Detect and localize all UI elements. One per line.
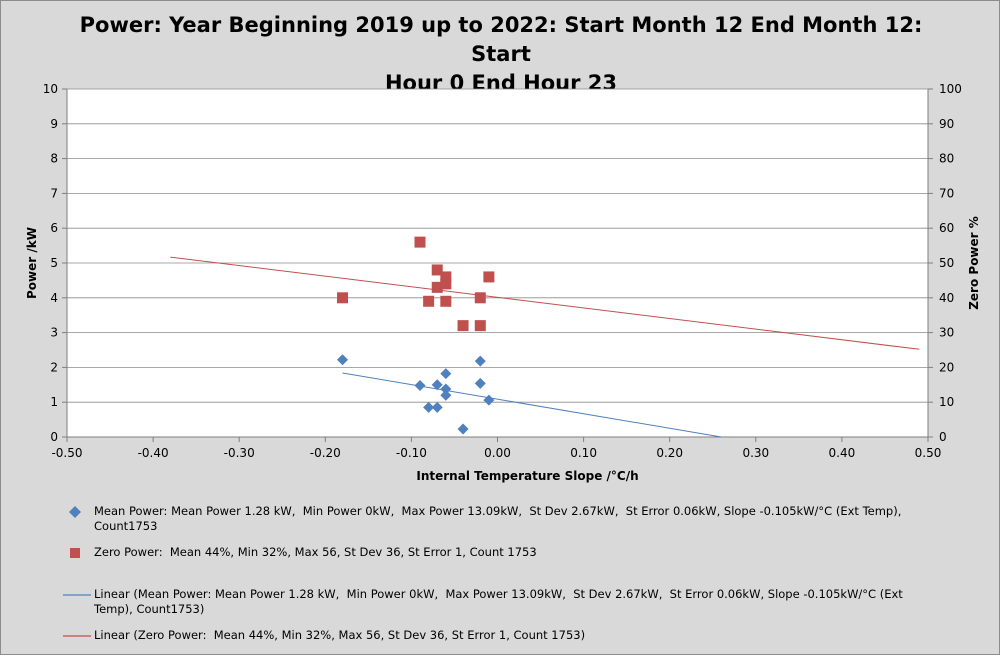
y2-tick-label: 80: [939, 152, 954, 166]
zero-power-point: [440, 271, 452, 283]
chart-title-line-1: Power: Year Beginning 2019 up to 2022: S…: [79, 13, 923, 66]
mean-power-point: [440, 368, 452, 380]
legend-diamond-marker: [69, 506, 81, 518]
y2-tick-label: 90: [939, 117, 954, 131]
y-tick-label: 6: [50, 221, 58, 235]
y-tick-label: 8: [50, 152, 58, 166]
legend-red-line: [63, 635, 91, 637]
zero-power-point: [423, 295, 435, 307]
legend-blue-line: [63, 594, 91, 596]
x-tick-label: 0.00: [484, 446, 511, 460]
x-tick-label: 0.20: [656, 446, 683, 460]
zero-power-point: [431, 264, 443, 276]
zero-power-point: [474, 292, 486, 304]
y-tick-label: 1: [50, 395, 58, 409]
x-axis-title: Internal Temperature Slope /°C/h: [416, 469, 638, 483]
x-tick-label: -0.40: [138, 446, 169, 460]
mean-power-point: [440, 383, 452, 395]
y-tick-label: 5: [50, 256, 58, 270]
y2-tick-label: 50: [939, 256, 954, 270]
y2-tick-label: 100: [939, 82, 962, 96]
mean-power-point: [414, 379, 426, 391]
zero-power-point: [483, 271, 495, 283]
y2-tick-label: 30: [939, 326, 954, 340]
zero-power-point: [457, 320, 469, 332]
y2-axis-title: Zero Power %: [967, 216, 981, 310]
zero-power-point: [414, 236, 426, 248]
x-tick-label: -0.20: [310, 446, 341, 460]
chart-title: Power: Year Beginning 2019 up to 2022: S…: [61, 11, 941, 98]
mean-power-point: [474, 355, 486, 367]
mean-power-point: [457, 423, 469, 435]
y-tick-label: 4: [50, 291, 58, 305]
mean-power-point: [337, 354, 349, 366]
x-tick-label: -0.10: [396, 446, 427, 460]
legend-label-mean-power: Mean Power: Mean Power 1.28 kW, Min Powe…: [94, 504, 906, 533]
x-tick-label: -0.50: [51, 446, 82, 460]
y-tick-label: 7: [50, 186, 58, 200]
legend-label-linear-mean-power: Linear (Mean Power: Mean Power 1.28 kW, …: [94, 587, 907, 616]
mean-power-point: [431, 379, 443, 391]
x-tick-label: 0.40: [829, 446, 856, 460]
zero-power-point: [337, 292, 349, 304]
y2-tick-label: 10: [939, 395, 954, 409]
legend-label-zero-power: Zero Power: Mean 44%, Min 32%, Max 56, S…: [94, 545, 537, 559]
zero-power-point: [474, 320, 486, 332]
y-tick-label: 0: [50, 430, 58, 444]
y2-tick-label: 40: [939, 291, 954, 305]
legend-square-marker: [70, 548, 80, 558]
mean-power-point: [431, 401, 443, 413]
trendline-1: [170, 256, 920, 350]
x-tick-label: 0.10: [570, 446, 597, 460]
zero-power-point: [440, 295, 452, 307]
x-tick-label: 0.50: [915, 446, 942, 460]
y2-tick-label: 60: [939, 221, 954, 235]
mean-power-point: [440, 389, 452, 401]
y-axis-title: Power /kW: [25, 227, 39, 299]
y-tick-label: 10: [43, 82, 58, 96]
mean-power-point: [483, 394, 495, 406]
y-tick-label: 2: [50, 360, 58, 374]
y-tick-label: 3: [50, 326, 58, 340]
trendline-0: [342, 372, 722, 438]
legend-label-linear-zero-power: Linear (Zero Power: Mean 44%, Min 32%, M…: [94, 628, 586, 642]
y2-tick-label: 0: [939, 430, 947, 444]
y2-tick-label: 20: [939, 360, 954, 374]
mean-power-point: [423, 401, 435, 413]
zero-power-point: [440, 278, 452, 290]
mean-power-point: [474, 377, 486, 389]
y2-tick-label: 70: [939, 186, 954, 200]
y-tick-label: 9: [50, 117, 58, 131]
x-tick-label: 0.30: [742, 446, 769, 460]
x-tick-label: -0.30: [224, 446, 255, 460]
zero-power-point: [431, 281, 443, 293]
